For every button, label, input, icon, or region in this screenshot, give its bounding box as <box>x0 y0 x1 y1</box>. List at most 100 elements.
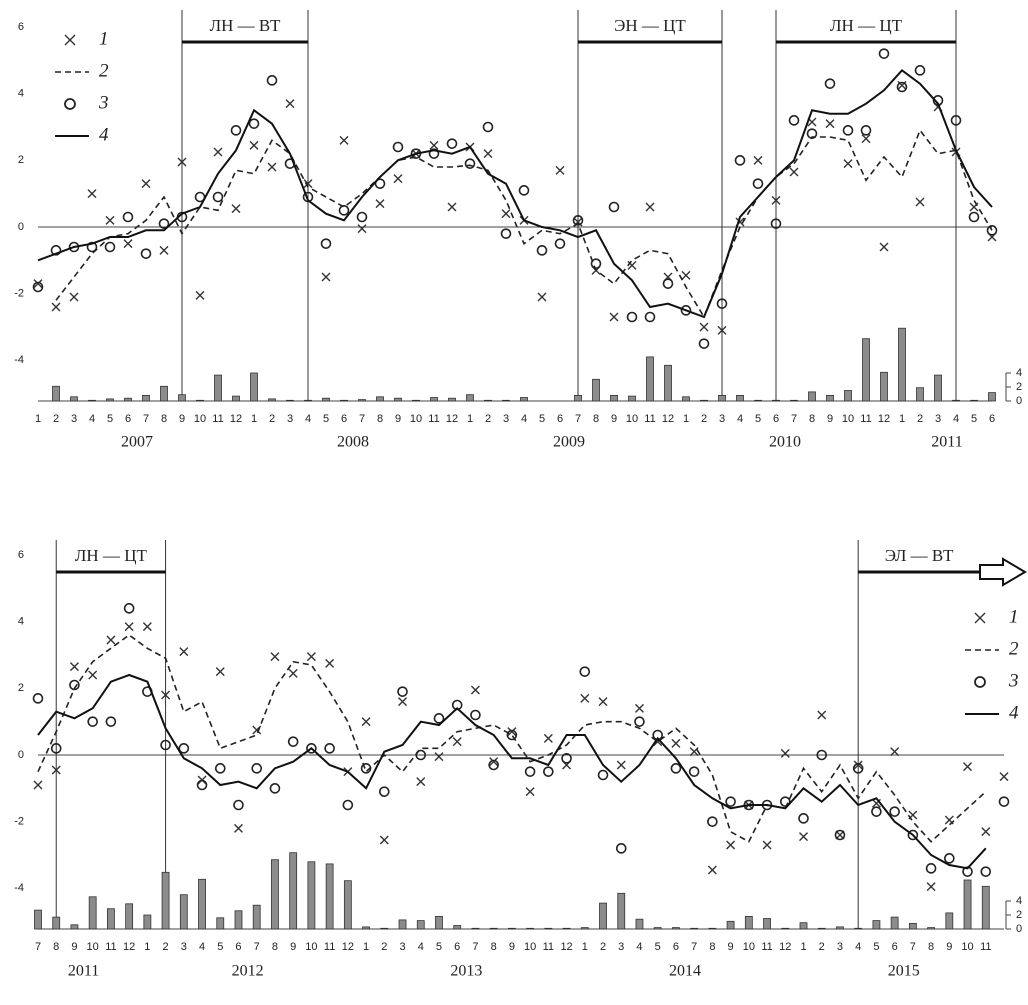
bar <box>772 399 780 402</box>
bar <box>250 372 258 402</box>
cross-marker <box>717 325 727 335</box>
y-tick-label: 6 <box>18 549 24 561</box>
circle-marker <box>500 228 512 239</box>
bar <box>988 392 996 402</box>
cross-marker <box>926 882 936 892</box>
cross-marker <box>141 179 151 189</box>
y2-tick-label: 4 <box>1016 367 1022 379</box>
year-label: 2011 <box>68 963 99 980</box>
circle-marker <box>980 866 992 877</box>
circle-marker <box>816 749 828 761</box>
x-tick-label: 12 <box>560 941 572 953</box>
period-label: ЛН — ЦТ <box>830 16 903 35</box>
x-tick-label: 5 <box>107 413 113 425</box>
circle-marker <box>572 215 584 226</box>
bar <box>161 871 170 930</box>
bar <box>690 927 699 930</box>
x-tick-label: 11 <box>980 941 991 953</box>
period-arrow <box>979 557 1027 587</box>
x-tick-label: 7 <box>575 413 581 425</box>
x-tick-label: 12 <box>878 413 890 425</box>
circle-marker <box>608 201 620 213</box>
bar <box>198 878 206 930</box>
cross-marker <box>963 762 973 772</box>
x-tick-label: 9 <box>509 941 515 953</box>
bar <box>160 385 168 402</box>
cross-marker <box>489 757 499 767</box>
cross-marker <box>598 697 608 707</box>
y-tick-label: 0 <box>18 749 24 761</box>
x-tick-label: 6 <box>989 413 995 425</box>
bar <box>544 927 553 930</box>
cross-marker <box>361 717 371 727</box>
x-tick-label: 11 <box>543 941 554 953</box>
x-tick-label: 2 <box>701 413 707 425</box>
cross-marker <box>537 292 547 302</box>
circle-marker <box>944 853 955 864</box>
line-series <box>37 68 993 319</box>
bar <box>507 927 516 930</box>
x-tick-label: 4 <box>89 413 95 425</box>
x-tick-label: 6 <box>125 413 131 425</box>
cross-marker <box>69 662 79 672</box>
bar <box>216 917 225 930</box>
bar <box>325 863 334 930</box>
bar <box>763 918 771 930</box>
x-tick-label: 10 <box>961 941 973 953</box>
circle-marker <box>634 716 645 727</box>
circle-marker <box>433 713 445 724</box>
bar <box>88 399 96 402</box>
circle-marker <box>889 806 900 817</box>
x-tick-label: 3 <box>71 413 77 425</box>
legend-label: 3 <box>1008 670 1019 691</box>
x-tick-label: 6 <box>673 941 679 953</box>
circle-marker <box>105 716 117 727</box>
bar <box>179 894 188 930</box>
cross-marker <box>306 652 316 662</box>
bar <box>908 923 917 930</box>
x-tick-label: 2 <box>600 941 606 953</box>
x-tick-label: 6 <box>773 413 779 425</box>
x-tick-label: 5 <box>217 941 223 953</box>
cross-marker <box>51 765 61 775</box>
x-tick-label: 1 <box>363 941 369 953</box>
circle-marker <box>506 729 518 741</box>
x-tick-label: 3 <box>719 413 725 425</box>
y-tick-label: -4 <box>14 882 24 894</box>
circle-marker <box>950 115 962 126</box>
cross-marker <box>580 693 590 703</box>
cross-marker <box>452 737 462 747</box>
x-tick-label: 2 <box>53 413 59 425</box>
circle-marker <box>50 245 62 256</box>
bar <box>562 927 571 930</box>
x-tick-label: 3 <box>837 941 843 953</box>
circle-marker <box>842 125 854 136</box>
cross-marker <box>555 165 565 175</box>
cross-marker <box>501 209 511 219</box>
y-tick-label: 0 <box>18 221 24 233</box>
circle-marker <box>554 238 566 249</box>
legend-label: 4 <box>1009 702 1019 723</box>
cross-marker <box>699 322 709 332</box>
bar <box>380 927 389 930</box>
cross-marker <box>105 215 115 225</box>
circle-marker <box>342 799 354 811</box>
cross-marker <box>231 204 241 214</box>
bar <box>653 927 662 930</box>
bar <box>394 397 402 402</box>
circle-marker <box>482 121 494 133</box>
circle-marker <box>798 813 809 824</box>
x-tick-label: 9 <box>290 941 296 953</box>
legend-marker <box>64 34 76 46</box>
bar <box>726 920 735 930</box>
bar <box>398 919 407 930</box>
cross-marker <box>339 135 349 145</box>
circle-marker <box>998 796 1010 807</box>
bar <box>214 374 222 402</box>
circle-marker <box>123 603 135 614</box>
x-tick-label: 5 <box>655 941 661 953</box>
cross-marker <box>69 292 79 302</box>
cross-marker <box>159 245 169 255</box>
legend-label: 2 <box>1009 638 1019 659</box>
x-tick-label: 12 <box>342 941 354 953</box>
